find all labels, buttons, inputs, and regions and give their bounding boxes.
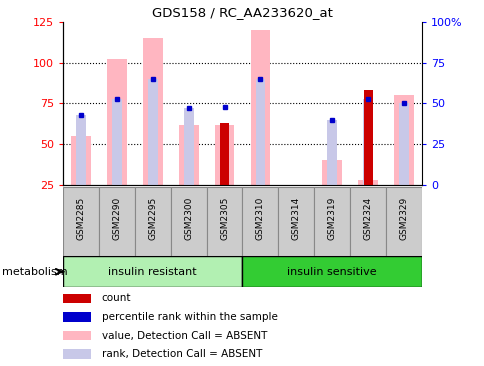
Text: GSM2319: GSM2319 [327,196,336,240]
Bar [206,187,242,256]
Text: GSM2300: GSM2300 [184,196,193,240]
Bar [76,115,86,185]
Bar [278,187,314,256]
Bar [242,256,421,287]
Bar [63,294,91,303]
Title: GDS158 / RC_AA233620_at: GDS158 / RC_AA233620_at [152,6,332,19]
Text: count: count [102,294,131,303]
Bar [135,187,170,256]
Bar [148,79,157,185]
Text: GSM2295: GSM2295 [148,196,157,240]
Bar [63,349,91,359]
Bar [322,160,341,185]
Text: metabolism: metabolism [2,267,68,277]
Bar [63,256,242,287]
Bar [314,187,349,256]
Bar [63,331,91,340]
Bar [220,123,228,185]
Bar [250,30,270,185]
Bar [363,98,372,185]
Bar [363,90,372,185]
Text: rank, Detection Call = ABSENT: rank, Detection Call = ABSENT [102,349,262,359]
Bar [214,124,234,185]
Text: GSM2314: GSM2314 [291,196,300,240]
Text: GSM2324: GSM2324 [363,197,372,239]
Text: percentile rank within the sample: percentile rank within the sample [102,312,277,322]
Text: insulin sensitive: insulin sensitive [287,267,376,277]
Bar [112,98,121,185]
Text: GSM2285: GSM2285 [76,196,85,240]
Bar [71,136,91,185]
Bar [242,187,278,256]
Bar [255,79,265,185]
Text: GSM2290: GSM2290 [112,196,121,240]
Bar [63,187,99,256]
Bar [393,95,413,185]
Bar [183,108,193,185]
Text: insulin resistant: insulin resistant [108,267,197,277]
Bar [327,120,336,185]
Bar [170,187,206,256]
Bar [107,59,126,185]
Bar [99,187,135,256]
Bar [398,104,408,185]
Bar [349,187,385,256]
Bar [358,180,377,185]
Bar [179,124,198,185]
Text: value, Detection Call = ABSENT: value, Detection Call = ABSENT [102,330,267,340]
Bar [143,38,162,185]
Text: GSM2329: GSM2329 [399,196,408,240]
Text: GSM2305: GSM2305 [220,196,228,240]
Bar [63,312,91,322]
Bar [385,187,421,256]
Text: GSM2310: GSM2310 [256,196,264,240]
